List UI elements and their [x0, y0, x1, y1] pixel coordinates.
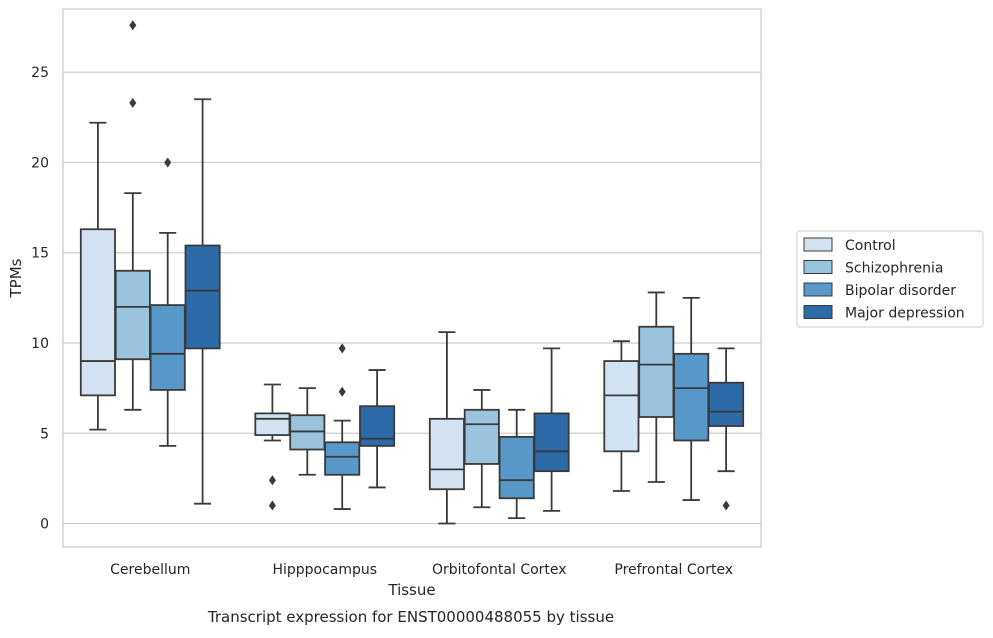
plot-background	[63, 9, 761, 547]
box-1-3	[359, 369, 396, 489]
box-iqr	[498, 435, 535, 500]
box-2-3	[533, 347, 570, 512]
x-tick-label: Cerebellum	[110, 562, 190, 578]
box-iqr	[114, 269, 151, 361]
box-iqr	[428, 417, 465, 491]
outlier-point	[268, 500, 276, 511]
legend-label: Schizophrenia	[845, 261, 943, 277]
x-tick-label: Prefrontal Cortex	[614, 562, 733, 578]
outlier-point	[164, 157, 172, 168]
legend-swatch	[803, 305, 833, 319]
x-tick-label: Orbitofontal Cortex	[432, 562, 567, 578]
box-iqr	[638, 325, 675, 418]
legend-swatch	[803, 237, 833, 252]
y-axis-title: TPMs	[7, 258, 25, 298]
y-tick-label: 20	[31, 155, 49, 171]
box-iqr	[79, 228, 116, 397]
x-tick-label: Hipppocampus	[272, 562, 377, 578]
box-series	[79, 20, 745, 525]
outlier-point	[722, 500, 730, 511]
box-iqr	[533, 412, 570, 473]
box-0-2	[149, 157, 186, 447]
box-iqr	[184, 244, 221, 350]
box-iqr	[603, 360, 640, 453]
legend-label: Bipolar disorder	[845, 283, 956, 299]
outlier-point	[338, 386, 346, 397]
box-iqr	[149, 304, 186, 391]
box-1-1	[289, 387, 326, 476]
outlier-point	[338, 343, 346, 354]
plot-frame	[62, 8, 762, 548]
box-iqr	[289, 414, 326, 451]
box-2-2	[498, 408, 535, 520]
legend: Control Schizophrenia Bipolar disorder Majo…	[796, 230, 984, 328]
y-tick-label: 15	[31, 246, 49, 262]
chart-caption: Transcript expression for ENST0000048805…	[207, 608, 614, 626]
box-3-3	[708, 347, 745, 511]
legend-swatch	[803, 282, 833, 297]
box-3-0	[603, 340, 640, 492]
box-iqr	[708, 381, 745, 427]
x-axis-title: Tissue	[387, 581, 435, 599]
legend-label: Major depression	[845, 306, 965, 322]
legend-swatch	[803, 260, 833, 274]
box-iqr	[359, 405, 396, 447]
box-3-2	[673, 296, 710, 501]
y-tick-label: 0	[40, 517, 49, 533]
box-1-2	[324, 343, 361, 510]
outlier-point	[129, 97, 137, 108]
y-tick-label: 25	[31, 65, 49, 81]
legend-label: Control	[845, 238, 896, 254]
y-tick-label: 10	[31, 336, 49, 352]
box-iqr	[463, 408, 500, 465]
box-0-1	[114, 20, 151, 411]
y-tick-labels: 0 5 10 15 20 25	[31, 65, 49, 532]
box-0-3	[184, 98, 221, 505]
outlier-point	[129, 20, 137, 31]
box-3-1	[638, 291, 675, 483]
box-iqr	[673, 352, 710, 442]
outlier-point	[268, 475, 276, 486]
box-iqr	[324, 441, 361, 476]
y-tick-label: 5	[40, 426, 49, 442]
box-iqr	[254, 412, 291, 436]
legend-frame	[796, 230, 984, 328]
x-tick-labels: Cerebellum Hipppocampus Orbitofontal Corte…	[110, 562, 733, 578]
box-2-0	[428, 331, 465, 525]
